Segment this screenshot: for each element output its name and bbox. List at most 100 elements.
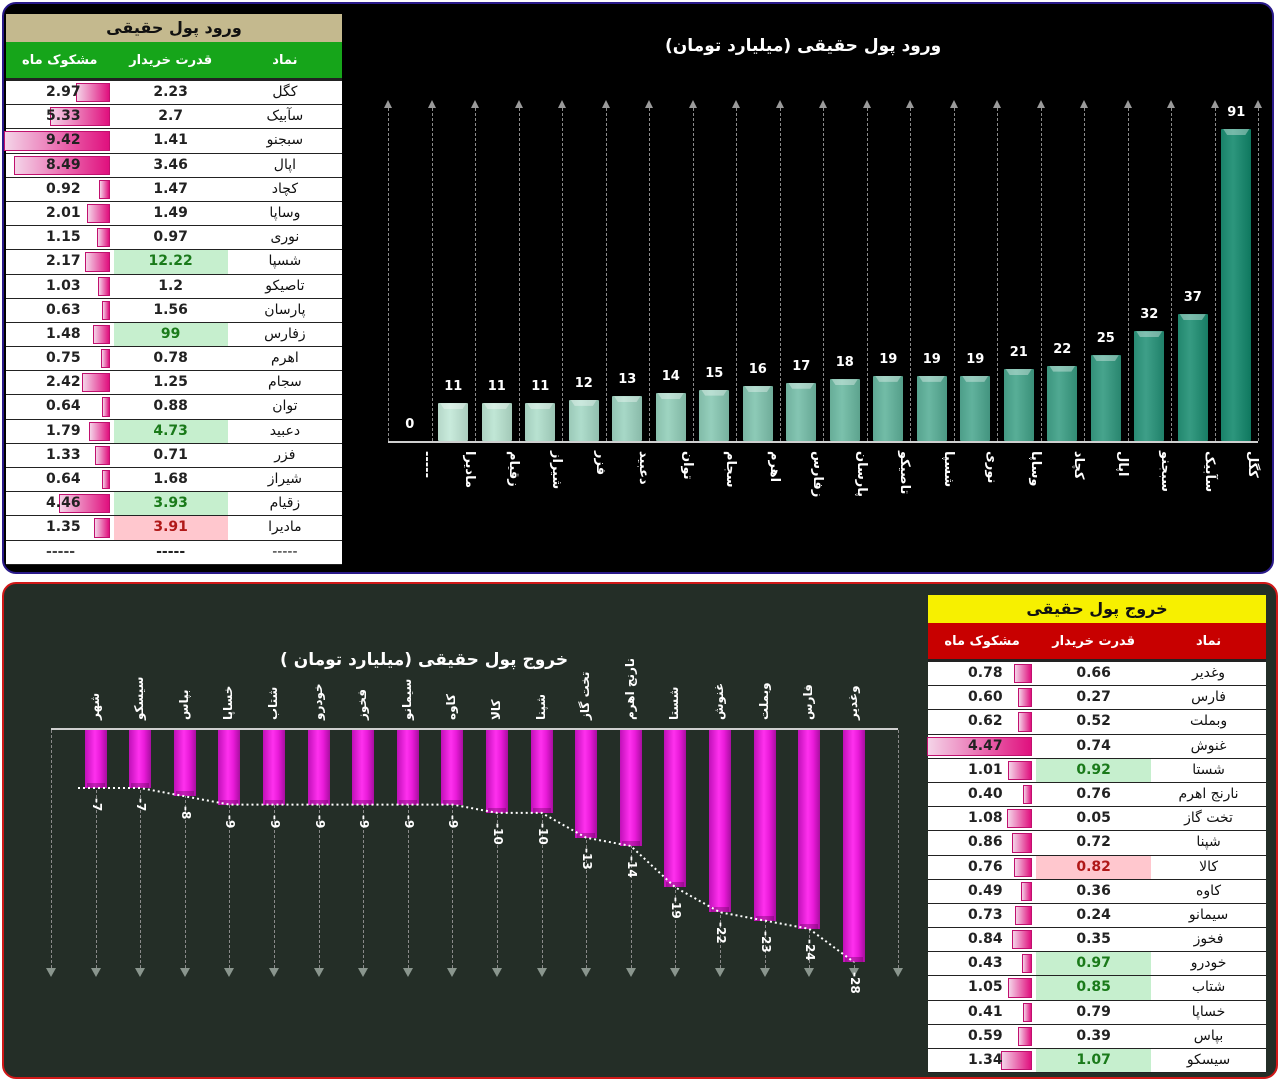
data-bar [85,252,110,272]
outflow-table-title: خروج پول حقیقی [928,595,1266,623]
gridline [407,730,409,968]
symbol-cell: تاصیکو [265,277,305,294]
buyer-power-cell: 0.35 [1076,931,1111,948]
buyer-power-cell: 0.05 [1076,810,1111,827]
symbol-cell: وغدیر [1192,665,1226,681]
gridline [586,730,588,968]
arrow-up-icon [1210,100,1219,108]
symbol-cell: اپال [273,156,296,173]
monthly-suspicious-cell: 2.17 [6,250,114,273]
data-bar [1008,760,1033,780]
buyer-power-cell: 1.07 [1036,1049,1152,1073]
buyer-power-cell: 0.72 [1076,834,1111,851]
symbol-cell: کگل [272,84,298,100]
table-row: شستا 0.92 1.01 [928,758,1266,783]
symbol-cell: سآبیک [266,108,304,125]
gridline [1040,108,1042,441]
gridline [95,730,97,968]
symbol-cell: نارنج اهرم [1178,785,1239,802]
monthly-suspicious-value: 0.41 [968,1003,1003,1020]
outflow-table-rows: وغدیر 0.66 0.78 فارس 0.27 0.60 وبملت 0.52 0.62 غن… [927,659,1266,1074]
header-symbol: نماد [272,52,298,68]
symbol-cell: زفارس [264,325,306,342]
monthly-suspicious-value: 1.15 [46,229,81,246]
buyer-power-cell: 0.66 [1076,665,1111,681]
bar [753,730,776,921]
bar [173,730,196,797]
inflow-table-rows: کگل 2.23 2.97 سآبیک 2.7 5.33 سبجنو 1.41 9.42 اپال… [3,78,342,565]
value-label: 19 [966,351,985,367]
symbol-cell: دعبید [269,422,301,439]
monthly-suspicious-cell: 0.84 [928,928,1036,951]
arrow-up-icon [384,100,392,108]
arrow-up-icon [1254,100,1262,108]
bar [568,399,599,441]
buyer-power-cell: ----- [156,543,186,560]
table-row: کالا 0.82 0.76 [928,855,1266,880]
data-bar [1013,664,1033,684]
symbol-cell: توان [272,398,298,415]
monthly-suspicious-value: 1.03 [46,277,81,294]
table-row: شپنا 0.72 0.86 [928,831,1266,856]
arrow-up-icon [732,100,740,108]
symbol-cell: شستا [1192,761,1225,778]
gridline [1127,108,1129,441]
bar [1177,314,1208,441]
data-bar [1017,712,1033,732]
table-row: سبجنو 1.41 9.42 [3,129,342,154]
bar [873,375,904,441]
buyer-power-cell: 0.88 [153,398,188,415]
data-bar [102,300,110,320]
data-bar [1015,905,1033,926]
data-bar [76,83,110,103]
inflow-table-header: نماد قدرت خریدار مشکوک ماه [6,42,342,78]
arrow-down-icon [447,968,458,977]
monthly-suspicious-value: 1.33 [46,446,81,463]
bar [742,386,773,441]
arrow-down-icon [759,968,770,977]
arrow-down-icon [670,968,681,977]
monthly-suspicious-value: 1.05 [968,979,1003,996]
arrow-down-icon [224,968,235,977]
bar [481,403,512,441]
monthly-suspicious-cell: 0.73 [928,904,1036,927]
arrow-down-icon [135,968,146,977]
table-row: خودرو 0.97 0.43 [928,952,1266,977]
monthly-suspicious-value: 0.62 [968,713,1003,730]
table-row: توان 0.88 0.64 [6,395,342,420]
value-label: 12 [574,375,593,391]
symbol-cell: سجام [268,374,302,391]
symbol-cell: فخوز [1193,931,1224,948]
symbol-cell: تخت گاز [1184,810,1233,827]
data-bar [1020,881,1033,901]
buyer-power-cell: 3.91 [113,516,228,540]
monthly-suspicious-value: 0.73 [968,906,1003,923]
arrow-down-icon [492,968,502,977]
data-bar [59,494,110,514]
bar [218,730,241,805]
gridline [562,108,563,441]
data-bar [3,131,110,151]
table-row: وغدیر 0.66 0.78 [928,662,1266,687]
header-monthly-suspicious: مشکوک ماه [944,633,1020,649]
bar [396,730,419,805]
data-bar [86,203,110,224]
symbol-cell: کالا [1199,858,1218,875]
monthly-suspicious-value: 0.40 [968,785,1003,802]
gridline [541,730,543,968]
gridline [452,730,454,968]
monthly-suspicious-value: 0.49 [968,882,1003,899]
monthly-suspicious-cell: 0.64 [6,395,114,418]
buyer-power-cell: 0.92 [1036,758,1152,782]
table-row: مادیرا 3.91 1.35 [6,516,342,541]
table-row: دعبید 4.73 1.79 [6,419,342,444]
value-label: 11 [487,379,506,395]
buyer-power-cell: 0.97 [1036,952,1152,976]
monthly-suspicious-value: 2.17 [46,253,81,270]
arrow-up-icon [819,100,827,108]
buyer-power-cell: 3.93 [113,492,228,516]
table-row: کاوه 0.36 0.49 [928,880,1266,904]
arrow-down-icon [402,968,413,977]
data-bar [96,228,110,248]
buyer-power-cell: 3.46 [153,156,188,173]
